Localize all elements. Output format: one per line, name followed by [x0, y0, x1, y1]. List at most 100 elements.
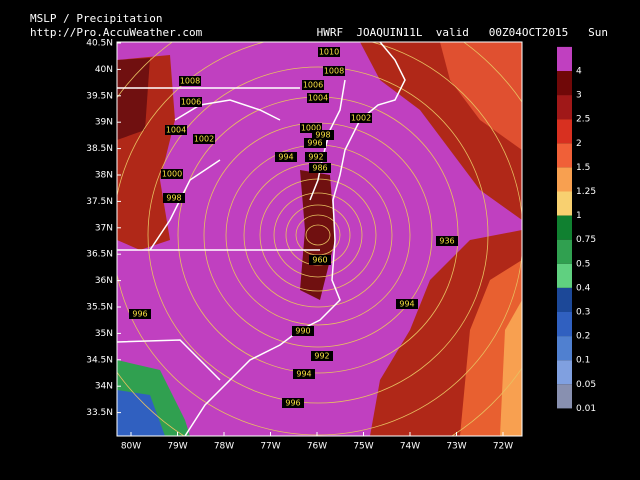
- isobar-label: 1010: [319, 48, 339, 57]
- legend-label: 2: [576, 139, 582, 149]
- isobar-label-box: [436, 236, 458, 246]
- legend-label: 0.05: [576, 380, 596, 390]
- legend-label: 1: [576, 211, 582, 221]
- isobar-label-box: [275, 152, 297, 162]
- isobar-label: 1000: [162, 170, 182, 179]
- legend-label: 0.2: [576, 332, 590, 342]
- isobar-label-box: [180, 97, 202, 107]
- isobar-label-box: [179, 76, 201, 86]
- lon-label: 74W: [400, 442, 420, 452]
- isobar-label: 936: [439, 237, 454, 246]
- legend-swatch: [557, 71, 572, 96]
- legend-swatch: [557, 143, 572, 168]
- isobar-label: 1000: [301, 124, 321, 133]
- isobar-label: 1004: [166, 126, 186, 135]
- isobar-label: 1002: [194, 135, 214, 144]
- isobar-label-box: [300, 123, 322, 133]
- legend-swatch: [557, 191, 572, 216]
- isobar-label: 994: [296, 370, 311, 379]
- isobar-label: 994: [278, 153, 293, 162]
- legend-swatch: [557, 239, 572, 264]
- isobar-label: 986: [312, 164, 327, 173]
- legend-swatch: [557, 167, 572, 192]
- isobar-label: 992: [314, 352, 329, 361]
- isobar-label: 996: [307, 139, 322, 148]
- legend-swatch: [557, 287, 572, 312]
- title: MSLP / Precipitation: [30, 12, 162, 25]
- legend-label: 2.5: [576, 115, 590, 125]
- isobar-label-box: [282, 398, 304, 408]
- isobar-label: 1004: [308, 94, 328, 103]
- legend-swatch: [557, 263, 572, 288]
- isobar-label: 1002: [351, 114, 371, 123]
- isobar-label: 990: [295, 327, 310, 336]
- isobar-label: 998: [166, 194, 181, 203]
- isobar-label: 1006: [181, 98, 201, 107]
- lon-label: 80W: [121, 442, 141, 452]
- precip-blob: [500, 300, 522, 436]
- legend-swatch: [557, 312, 572, 337]
- legend-swatch: [557, 215, 572, 240]
- legend-swatch: [557, 95, 572, 120]
- lat-label: 36.5N: [86, 250, 113, 260]
- isobar-label: 1008: [180, 77, 200, 86]
- legend-label: 0.1: [576, 356, 590, 366]
- lat-label: 35N: [95, 329, 113, 339]
- lat-label: 40N: [95, 65, 113, 75]
- lon-label: 76W: [307, 442, 327, 452]
- isobar-label-box: [318, 47, 340, 57]
- lat-label: 38N: [95, 171, 113, 181]
- legend-label: 0.01: [576, 404, 596, 414]
- legend-label: 0.3: [576, 308, 590, 318]
- legend-label: 0.5: [576, 259, 590, 269]
- isobar-label: 996: [285, 399, 300, 408]
- isobar-label-box: [396, 299, 418, 309]
- isobar-label: 994: [399, 300, 414, 309]
- isobar-label-box: [312, 130, 334, 140]
- lat-label: 37N: [95, 223, 113, 233]
- isobar-label-box: [129, 309, 151, 319]
- legend-swatch: [557, 46, 572, 71]
- isobar-label: 1006: [303, 81, 323, 90]
- legend-swatch: [557, 360, 572, 385]
- lat-label: 35.5N: [86, 303, 113, 313]
- isobar-label: 998: [315, 131, 330, 140]
- lat-label: 37.5N: [86, 197, 113, 207]
- isobar-label-box: [161, 169, 183, 179]
- isobar-label-box: [307, 93, 329, 103]
- legend-label: 0.4: [576, 283, 591, 293]
- isobar-label-box: [163, 193, 185, 203]
- lon-label: 79W: [167, 442, 187, 452]
- lon-label: 75W: [353, 442, 373, 452]
- isobar-label-box: [311, 351, 333, 361]
- lat-label: 36N: [95, 276, 113, 286]
- legend-swatch: [557, 336, 572, 361]
- isobar-label-box: [323, 66, 345, 76]
- lat-label: 40.5N: [86, 39, 113, 49]
- isobar-label-box: [292, 326, 314, 336]
- lon-label: 77W: [260, 442, 280, 452]
- lat-label: 34N: [95, 382, 113, 392]
- legend-label: 3: [576, 91, 582, 101]
- isobar-label-box: [309, 163, 331, 173]
- legend-swatch: [557, 384, 572, 409]
- isobar-label-box: [193, 134, 215, 144]
- precip-blob: [440, 42, 522, 150]
- isobar-label: 1008: [324, 67, 344, 76]
- legend-label: 1.5: [576, 163, 590, 173]
- precip-blob: [117, 390, 165, 436]
- legend: 4 3 2.5 2 1.5 1.25 1 0.75 0.5 0.4 0.3 0.2 0.1 0.05 0.0…: [557, 46, 596, 414]
- precip-blob: [117, 58, 150, 140]
- legend-label: 4: [576, 67, 582, 77]
- isobar-label-box: [304, 138, 326, 148]
- lon-label: 73W: [446, 442, 466, 452]
- isobar-label-box: [309, 255, 331, 265]
- lat-label: 39N: [95, 118, 113, 128]
- isobar-label-box: [165, 125, 187, 135]
- map-field: [117, 42, 522, 436]
- lat-label: 39.5N: [86, 91, 113, 101]
- isobar-label: 996: [132, 310, 147, 319]
